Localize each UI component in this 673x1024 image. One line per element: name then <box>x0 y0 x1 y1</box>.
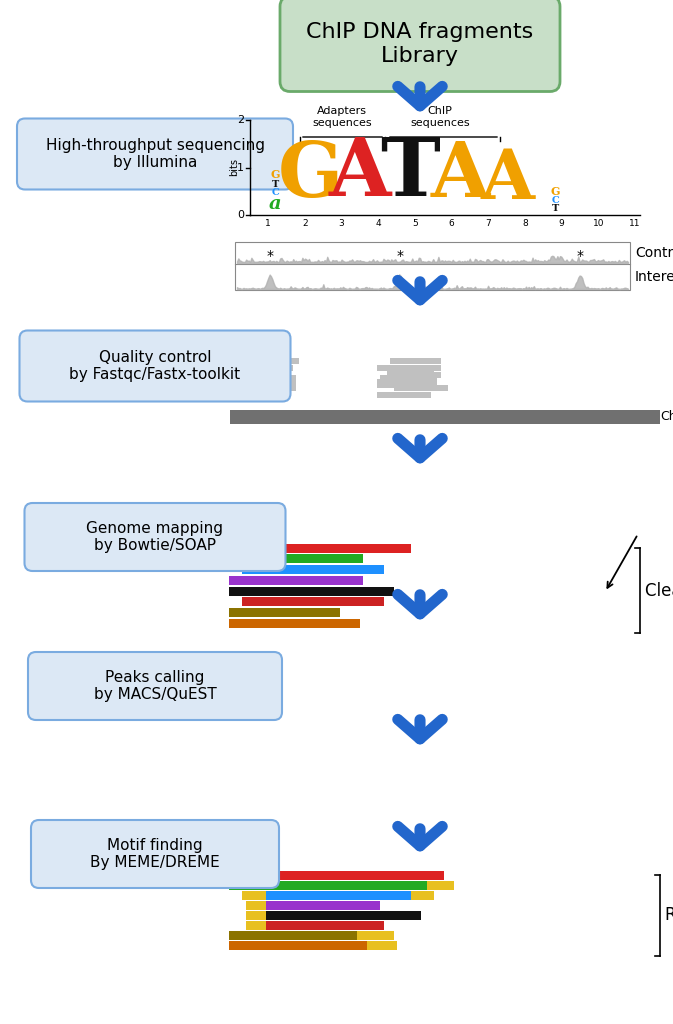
Bar <box>242 891 266 900</box>
Bar <box>229 881 427 890</box>
Text: Quality control
by Fastqc/Fastx-toolkit: Quality control by Fastqc/Fastx-toolkit <box>69 350 240 382</box>
Text: T: T <box>271 180 279 189</box>
Bar <box>246 870 273 880</box>
Text: 4: 4 <box>376 219 381 228</box>
Text: 9: 9 <box>559 219 565 228</box>
Text: 1: 1 <box>265 219 271 228</box>
Text: 1: 1 <box>237 163 244 173</box>
Text: Chromosome: Chromosome <box>660 411 673 424</box>
Text: 0: 0 <box>237 210 244 220</box>
Text: Genome mapping
by Bowtie/SOAP: Genome mapping by Bowtie/SOAP <box>87 521 223 553</box>
Text: 7: 7 <box>485 219 491 228</box>
Text: Adapters
sequences: Adapters sequences <box>312 106 371 128</box>
Text: Interest: Interest <box>635 270 673 284</box>
FancyBboxPatch shape <box>17 119 293 189</box>
Bar <box>222 366 293 371</box>
Bar <box>411 891 434 900</box>
Bar <box>242 565 384 574</box>
Bar <box>239 385 286 391</box>
Text: T: T <box>551 204 559 213</box>
Text: T: T <box>380 135 440 213</box>
Text: 2: 2 <box>302 219 308 228</box>
Bar <box>222 392 286 398</box>
Text: Motif finding
By MEME/DREME: Motif finding By MEME/DREME <box>90 838 220 870</box>
Text: High-throughput sequencing
by Illumina: High-throughput sequencing by Illumina <box>46 138 264 170</box>
Bar <box>377 392 431 398</box>
Text: 11: 11 <box>629 219 641 228</box>
Bar <box>390 358 441 365</box>
Bar <box>404 385 448 391</box>
Bar <box>377 379 437 385</box>
Bar <box>229 554 363 563</box>
Text: Clean reads: Clean reads <box>645 582 673 600</box>
Bar <box>246 901 266 909</box>
Text: *: * <box>396 249 404 263</box>
Text: A: A <box>328 135 391 213</box>
Bar <box>394 385 441 391</box>
Bar <box>239 369 289 375</box>
Text: 2: 2 <box>237 115 244 125</box>
Bar <box>266 921 384 930</box>
FancyBboxPatch shape <box>280 0 560 91</box>
Bar <box>266 901 380 909</box>
Bar <box>266 891 411 900</box>
Text: ChIP DNA fragments
Library: ChIP DNA fragments Library <box>306 23 534 66</box>
Bar <box>229 575 363 585</box>
Text: a: a <box>269 195 281 213</box>
Bar <box>222 379 296 385</box>
Bar <box>229 608 340 617</box>
Bar <box>229 941 367 950</box>
Text: 3: 3 <box>339 219 345 228</box>
Text: Control: Control <box>635 246 673 260</box>
Text: 8: 8 <box>522 219 528 228</box>
Bar <box>235 242 630 290</box>
Text: G: G <box>271 169 280 180</box>
Bar <box>387 372 441 378</box>
Text: Raw reads: Raw reads <box>665 906 673 925</box>
Bar <box>427 881 454 890</box>
Text: G: G <box>551 186 560 197</box>
Bar <box>229 618 360 628</box>
Bar <box>229 587 394 596</box>
Text: *: * <box>267 249 273 263</box>
Text: *: * <box>577 249 583 263</box>
Bar <box>273 870 444 880</box>
Text: ChIP
sequences: ChIP sequences <box>410 106 470 128</box>
FancyBboxPatch shape <box>24 503 285 571</box>
Text: 6: 6 <box>449 219 454 228</box>
Text: C: C <box>271 188 279 197</box>
Text: 10: 10 <box>592 219 604 228</box>
Bar <box>230 410 660 424</box>
Bar <box>380 375 437 381</box>
Bar <box>236 372 289 378</box>
Bar <box>377 382 434 388</box>
Bar <box>266 911 421 920</box>
Text: A: A <box>481 146 535 213</box>
Bar <box>377 366 441 371</box>
Bar <box>387 369 434 375</box>
Text: A: A <box>430 139 490 213</box>
Bar <box>246 911 266 920</box>
Bar <box>367 941 397 950</box>
FancyBboxPatch shape <box>20 331 291 401</box>
Text: Peaks calling
by MACS/QuEST: Peaks calling by MACS/QuEST <box>94 670 217 702</box>
Bar <box>229 375 296 381</box>
Bar <box>239 358 299 365</box>
Bar <box>252 544 411 553</box>
Text: bits: bits <box>229 159 239 176</box>
FancyBboxPatch shape <box>28 652 282 720</box>
Text: G: G <box>277 139 343 213</box>
Bar <box>246 921 266 930</box>
Text: C: C <box>551 196 559 205</box>
Bar <box>357 931 394 940</box>
Bar <box>242 597 384 606</box>
Bar <box>252 385 296 391</box>
Bar <box>229 931 357 940</box>
Text: 5: 5 <box>412 219 418 228</box>
Bar <box>222 382 279 388</box>
FancyBboxPatch shape <box>31 820 279 888</box>
